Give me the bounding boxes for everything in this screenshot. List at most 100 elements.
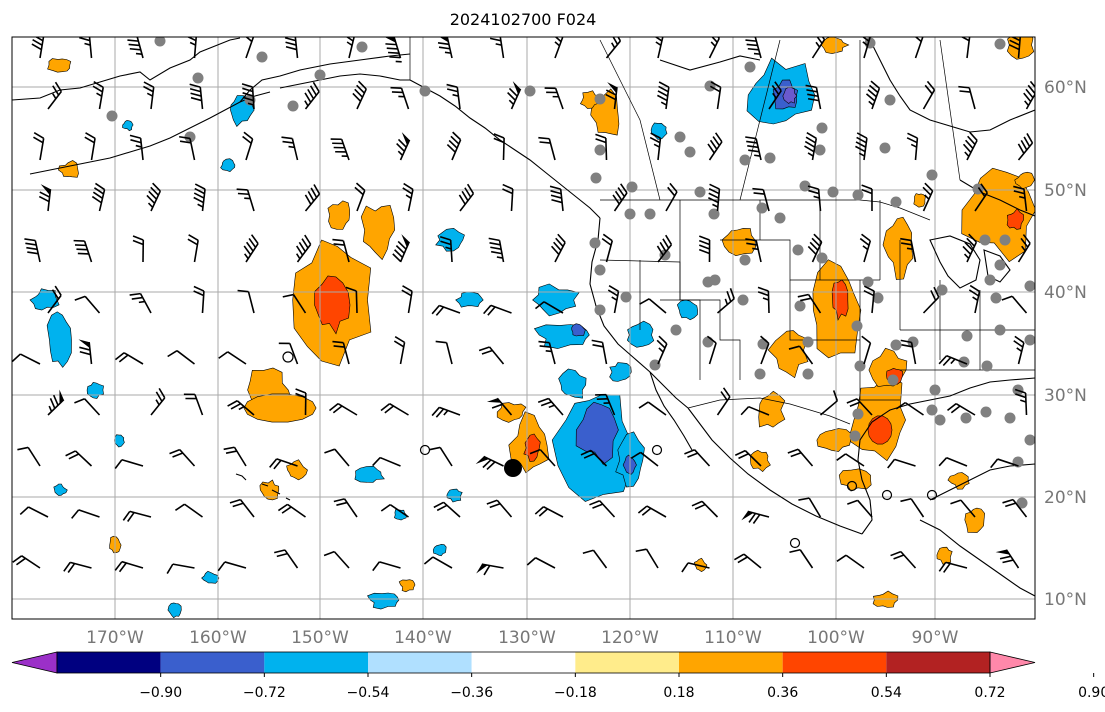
open-marker xyxy=(881,489,893,501)
station-marker xyxy=(1004,412,1016,424)
wind-barb xyxy=(797,293,822,314)
negative-anomaly-area xyxy=(446,488,463,503)
station-marker xyxy=(756,202,768,214)
wind-barb xyxy=(304,81,320,110)
wind-barb xyxy=(922,286,940,314)
station-marker xyxy=(890,339,902,351)
colorbar-segment xyxy=(575,652,679,673)
wind-barb xyxy=(458,183,475,212)
longitude-label: 140°W xyxy=(394,628,452,648)
station-marker xyxy=(814,144,826,156)
longitude-label: 130°W xyxy=(498,628,556,648)
colorbar-tick-label: −0.90 xyxy=(139,685,182,701)
station-marker xyxy=(961,330,973,342)
station-marker xyxy=(994,324,1006,336)
wind-barb xyxy=(859,233,872,263)
wind-barb xyxy=(526,557,556,569)
colorbar-tick-label: 0.90 xyxy=(1078,685,1105,701)
station-marker xyxy=(799,180,811,192)
contour-field xyxy=(29,37,1035,619)
wind-barb xyxy=(807,185,822,212)
wind-barb xyxy=(589,500,616,518)
positive-anomaly-area xyxy=(750,449,771,473)
negative-anomaly-area xyxy=(455,291,484,308)
station-marker xyxy=(594,304,606,316)
wind-barb xyxy=(229,498,255,518)
colorbar-tick-label: −0.36 xyxy=(450,685,493,701)
wind-barb xyxy=(861,335,872,365)
wind-barb xyxy=(483,304,512,316)
wind-barb xyxy=(922,182,934,212)
wind-barb xyxy=(437,37,453,59)
wind-barb xyxy=(938,355,968,367)
positive-anomaly-area xyxy=(767,330,809,379)
wind-barb xyxy=(284,37,299,59)
station-marker xyxy=(684,146,696,158)
station-marker xyxy=(852,189,864,201)
negative-anomaly-area xyxy=(367,592,400,610)
wind-barb xyxy=(1008,37,1022,59)
wind-barb xyxy=(1023,80,1035,110)
wind-barb xyxy=(488,237,505,263)
station-marker xyxy=(1016,497,1028,509)
wind-barb xyxy=(217,561,247,572)
colorbar-extend-low xyxy=(11,651,58,674)
wind-barb xyxy=(114,458,144,469)
positive-anomaly-area xyxy=(360,204,396,261)
colorbar-extend-high xyxy=(989,651,1036,674)
wind-barb xyxy=(1013,335,1025,365)
map-title: 2024102700 F024 xyxy=(450,10,597,29)
strong-positive-anomaly-area xyxy=(1006,208,1024,230)
wind-barb xyxy=(962,233,978,263)
positive-anomaly-area xyxy=(947,472,970,490)
wind-barb xyxy=(733,553,762,569)
wind-barb xyxy=(242,131,254,161)
wind-barb xyxy=(47,389,65,416)
wind-barb xyxy=(1002,498,1028,518)
wind-barb xyxy=(538,136,556,161)
wind-barb xyxy=(938,456,968,467)
strong-positive-anomaly-area xyxy=(314,275,351,335)
wind-barb xyxy=(890,550,917,569)
station-marker xyxy=(594,264,606,276)
colorbar-segment xyxy=(471,652,576,673)
positive-anomaly-area xyxy=(758,390,786,428)
wind-barb xyxy=(243,234,259,263)
wind-barb xyxy=(489,37,505,59)
map-panel xyxy=(11,36,1036,620)
strongest-negative-anomaly-area xyxy=(782,87,798,104)
longitude-labels: 170°W 160°W 150°W 140°W 130°W 120°W 110°W 100°W… xyxy=(86,628,959,648)
wind-barb xyxy=(740,405,770,416)
wind-barb xyxy=(863,285,875,314)
wind-barb xyxy=(174,503,203,518)
wind-barb xyxy=(402,182,414,212)
wind-barb xyxy=(129,134,144,161)
wind-barb xyxy=(654,37,664,59)
wind-barb xyxy=(323,550,350,569)
wind-barb xyxy=(38,184,52,212)
wind-barb xyxy=(245,37,255,59)
latitude-label: 20°N xyxy=(1044,488,1087,508)
wind-barb xyxy=(269,458,298,470)
wind-barb xyxy=(227,400,255,416)
wind-barb xyxy=(537,397,564,416)
station-marker xyxy=(594,144,606,156)
wind-barb xyxy=(332,340,350,365)
wind-barb xyxy=(486,499,513,518)
station-marker xyxy=(620,291,632,303)
wind-barb xyxy=(345,37,355,59)
station-marker xyxy=(792,244,804,256)
wind-barb xyxy=(995,549,1020,569)
negative-anomaly-area xyxy=(609,362,632,382)
wind-barb xyxy=(274,549,299,569)
wind-barb xyxy=(352,80,367,110)
positive-anomaly-area xyxy=(913,193,926,208)
colorbar-tick-label: 0.36 xyxy=(767,685,798,701)
colorbar-tick-labels: −0.90 −0.72 −0.54 −0.36 −0.18 0.18 0.36 0.54 0.7… xyxy=(139,673,1105,701)
station-marker xyxy=(926,404,938,416)
wind-barb xyxy=(947,402,976,416)
wind-barb xyxy=(950,499,976,518)
wind-barb xyxy=(396,132,411,161)
wind-barb xyxy=(601,233,614,263)
station-marker xyxy=(929,384,941,396)
